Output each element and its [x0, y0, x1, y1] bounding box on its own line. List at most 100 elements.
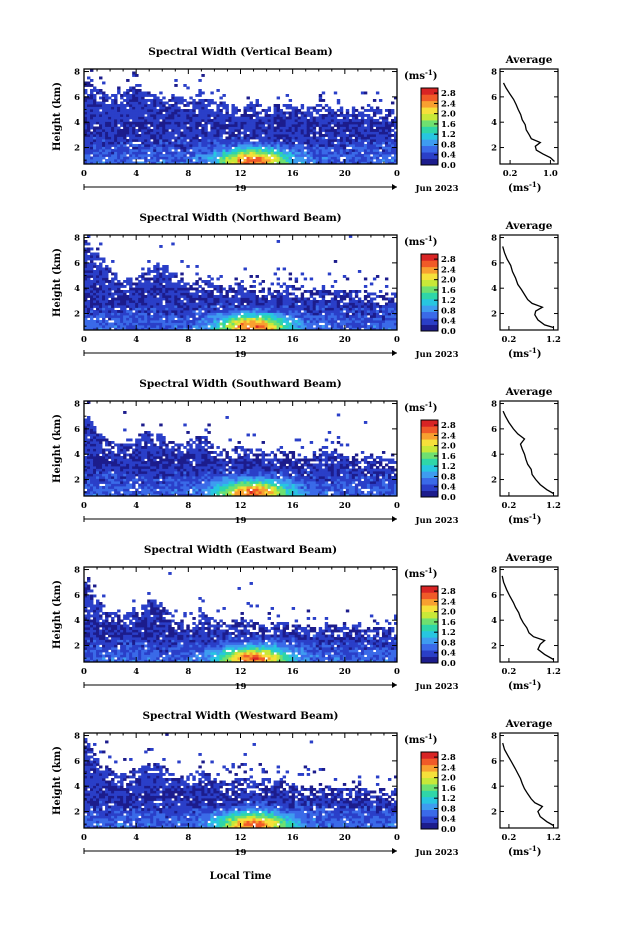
heatmap-cell: [102, 161, 106, 165]
heatmap-cell: [87, 96, 91, 100]
heatmap-cell: [114, 478, 118, 482]
heatmap-cell: [246, 159, 250, 162]
heatmap-cell: [126, 300, 130, 303]
heatmap-cell: [99, 161, 103, 165]
heatmap-cell: [147, 317, 151, 321]
heatmap-cell: [189, 292, 193, 296]
heatmap-cell: [204, 282, 208, 286]
heatmap-cell: [84, 106, 88, 110]
heatmap-cell: [207, 307, 211, 311]
heatmap-cell: [216, 317, 220, 321]
heatmap-cell: [123, 285, 127, 288]
heatmap-cell: [354, 129, 359, 132]
heatmap-cell: [135, 114, 139, 117]
heatmap-cell: [339, 325, 344, 328]
heatmap-cell: [309, 315, 314, 318]
heatmap-cell: [120, 116, 124, 120]
heatmap-cell: [375, 136, 380, 140]
heatmap-cell: [147, 285, 151, 288]
heatmap-cell: [96, 255, 100, 258]
heatmap-cell: [90, 260, 94, 263]
heatmap-cell: [261, 305, 265, 308]
heatmap-cell: [93, 431, 97, 434]
heatmap-cell: [156, 287, 160, 291]
heatmap-cell: [126, 476, 130, 479]
heatmap-cell: [138, 146, 142, 150]
heatmap-cell: [117, 290, 121, 293]
heatmap-cell: [87, 139, 91, 142]
heatmap-cell: [291, 302, 296, 306]
heatmap-cell: [186, 129, 190, 132]
heatmap-cell: [282, 297, 287, 301]
heatmap-cell: [138, 104, 142, 107]
heatmap-cell: [96, 257, 100, 261]
heatmap-cell: [213, 131, 217, 135]
heatmap-cell: [129, 109, 133, 112]
heatmap-cell: [105, 483, 109, 487]
heatmap-cell: [378, 139, 383, 142]
heatmap-cell: [222, 297, 226, 301]
heatmap-cell: [348, 151, 353, 155]
heatmap-cell: [210, 297, 214, 301]
heatmap-cell: [291, 292, 296, 296]
heatmap-cell: [357, 139, 362, 142]
heatmap-cell: [225, 151, 229, 155]
heatmap-cell: [327, 322, 332, 326]
heatmap-cell: [123, 121, 127, 125]
heatmap-cell: [267, 307, 271, 311]
heatmap-cell: [393, 307, 398, 311]
heatmap-cell: [243, 317, 247, 321]
heatmap-cell: [135, 131, 139, 135]
heatmap-cell: [282, 121, 287, 125]
heatmap-cell: [387, 161, 392, 165]
heatmap-cell: [207, 101, 211, 105]
heatmap-cell: [159, 129, 163, 132]
heatmap-cell: [279, 144, 284, 147]
heatmap-cell: [342, 297, 347, 301]
heatmap-cell: [222, 161, 226, 165]
colorbar-unit-exp: -1: [425, 68, 433, 77]
heatmap-cell: [369, 139, 374, 142]
heatmap-cell: [117, 461, 121, 464]
heatmap-cell: [105, 129, 109, 132]
heatmap-cell: [324, 327, 329, 331]
heatmap-cell: [102, 144, 106, 147]
heatmap-cell: [195, 327, 199, 331]
heatmap-cell: [93, 483, 97, 487]
heatmap-cell: [183, 116, 187, 120]
heatmap-cell: [90, 297, 94, 301]
heatmap-cell: [267, 315, 271, 318]
heatmap-cell: [114, 312, 118, 316]
heatmap-cell: [180, 287, 184, 291]
heatmap-cell: [114, 322, 118, 326]
heatmap-cell: [150, 161, 154, 165]
heatmap-cell: [93, 300, 97, 303]
heatmap-cell: [123, 156, 127, 160]
heatmap-cell: [123, 483, 127, 487]
heatmap-cell: [114, 310, 118, 313]
heatmap-cell: [270, 282, 275, 286]
heatmap-cell: [189, 307, 193, 311]
heatmap-cell: [249, 109, 253, 112]
heatmap-cell: [258, 159, 262, 162]
heatmap-cell: [276, 104, 281, 107]
heatmap-cell: [303, 114, 308, 117]
heatmap-cell: [108, 325, 112, 328]
heatmap-cell: [102, 116, 106, 120]
heatmap-cell: [192, 305, 196, 308]
heatmap-cell: [315, 310, 320, 313]
heatmap-cell: [90, 446, 94, 449]
heatmap-cell: [228, 287, 232, 291]
heatmap-cell: [87, 310, 91, 313]
heatmap-cell: [123, 325, 127, 328]
heatmap-cell: [108, 280, 112, 283]
heatmap-cell: [318, 119, 323, 122]
heatmap-cell: [288, 114, 293, 117]
heatmap-cell: [156, 327, 160, 331]
heatmap-cell: [135, 104, 139, 107]
heatmap-cell: [339, 124, 344, 127]
heatmap-cell: [87, 262, 91, 266]
heatmap-cell: [138, 94, 142, 97]
heatmap-cell: [204, 312, 208, 316]
heatmap-cell: [192, 317, 196, 321]
